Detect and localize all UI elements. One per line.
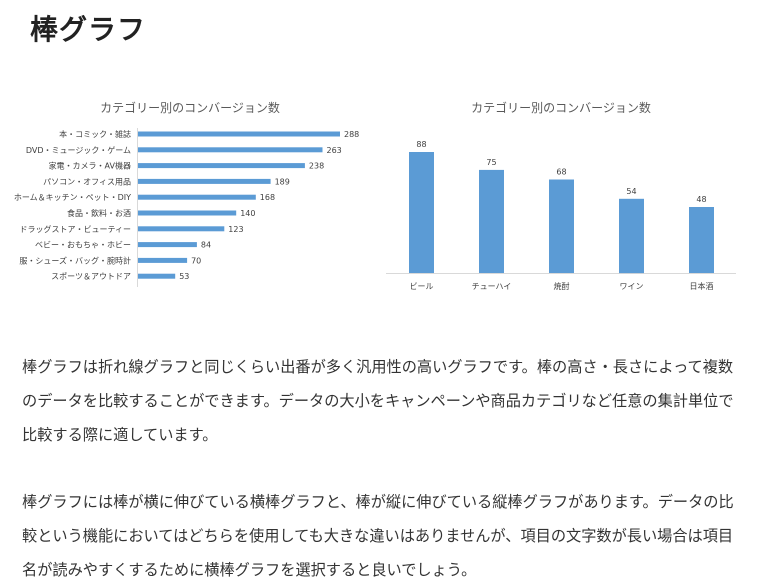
h-value-label: 263	[327, 146, 342, 155]
v-value-label: 48	[696, 195, 706, 204]
page-heading: 棒グラフ	[30, 13, 147, 46]
h-bar	[138, 210, 237, 216]
h-value-label: 123	[228, 225, 243, 234]
h-value-label: 53	[179, 272, 189, 281]
h-category-label: パソコン・オフィス用品	[43, 177, 131, 186]
v-value-label: 68	[556, 168, 566, 177]
vertical-bars: 88 ビール 75 チューハイ 68 焼酎 54 ワイン 48 日本酒	[409, 140, 714, 291]
v-category-label: 日本酒	[690, 281, 714, 291]
h-bar	[138, 242, 197, 248]
v-category-label: ビール	[410, 282, 434, 291]
h-category-label: 食品・飲料・お酒	[67, 208, 131, 218]
v-bar	[619, 198, 644, 274]
h-bar	[138, 226, 225, 232]
h-category-label: ドラッグストア・ビューティー	[19, 224, 131, 234]
h-category-label: ベビー・おもちゃ・ホビー	[35, 241, 131, 250]
h-category-label: スポーツ＆アウトドア	[51, 272, 131, 281]
v-bar	[549, 179, 574, 273]
horizontal-chart-title: カテゴリー別のコンバージョン数	[100, 100, 280, 115]
v-category-label: 焼酎	[554, 281, 570, 291]
h-category-label: 家電・カメラ・AV機器	[49, 161, 131, 171]
vertical-chart-title: カテゴリー別のコンバージョン数	[471, 100, 651, 115]
h-value-label: 140	[240, 209, 255, 218]
paragraph-types: 棒グラフには棒が横に伸びている横棒グラフと、棒が縦に伸びている縦棒グラフがありま…	[22, 493, 734, 579]
vertical-bar-chart: カテゴリー別のコンバージョン数 88 ビール 75 チューハイ 68 焼酎 54 ワイン 48 日…	[386, 100, 736, 291]
h-bar	[138, 194, 256, 200]
h-bar	[138, 163, 305, 169]
h-value-label: 70	[191, 256, 201, 265]
h-bar	[138, 147, 323, 153]
h-value-label: 84	[201, 241, 211, 250]
v-category-label: ワイン	[620, 282, 644, 291]
h-bar	[138, 131, 340, 137]
paragraph-intro: 棒グラフは折れ線グラフと同じくらい出番が多く汎用性の高いグラフです。棒の高さ・長…	[22, 358, 734, 444]
horizontal-bars: 本・コミック・雑誌 288 DVD・ミュージック・ゲーム 263 家電・カメラ・AV機器…	[14, 129, 359, 281]
v-value-label: 75	[486, 158, 496, 167]
v-category-label: チューハイ	[472, 282, 512, 291]
v-value-label: 54	[626, 187, 636, 196]
h-value-label: 238	[309, 162, 324, 171]
h-value-label: 189	[275, 177, 290, 186]
horizontal-bar-chart: カテゴリー別のコンバージョン数 本・コミック・雑誌 288 DVD・ミュージック・ゲ…	[14, 100, 359, 287]
v-bar	[479, 169, 504, 273]
h-category-label: 服・シューズ・バッグ・腕時計	[19, 255, 131, 265]
h-category-label: ホーム＆キッチン・ペット・DIY	[14, 193, 131, 202]
h-bar	[138, 178, 271, 184]
h-category-label: 本・コミック・雑誌	[59, 129, 131, 139]
v-value-label: 88	[416, 140, 426, 149]
v-bar	[409, 152, 434, 273]
h-value-label: 168	[260, 193, 275, 202]
h-bar	[138, 257, 188, 263]
h-value-label: 288	[344, 130, 359, 139]
h-category-label: DVD・ミュージック・ゲーム	[26, 145, 131, 155]
v-bar	[689, 207, 714, 273]
h-bar	[138, 273, 176, 279]
